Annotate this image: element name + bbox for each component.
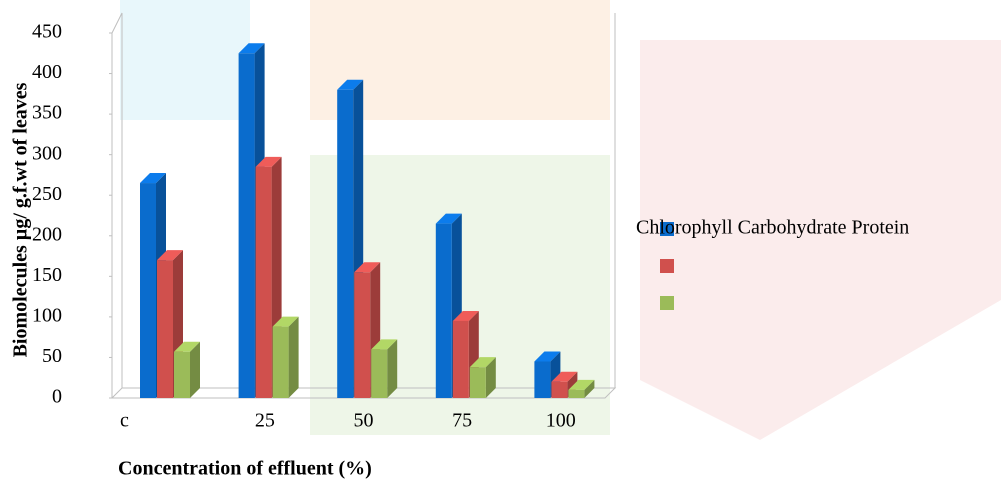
x-tick-label: c — [120, 410, 129, 432]
y-tick-label: 300 — [32, 142, 62, 164]
bar-side — [387, 339, 397, 398]
x-tick-label: 25 — [255, 410, 275, 432]
bar — [371, 349, 387, 398]
legend-label: Protein — [852, 217, 910, 239]
bar — [239, 53, 255, 398]
chart: Biomolecules µg/ g.f.wt of leaves Concen… — [0, 0, 1001, 484]
bar — [256, 167, 272, 398]
legend-swatch — [660, 259, 674, 273]
x-tick-label: 100 — [546, 410, 576, 432]
x-axis-title: Concentration of effluent (%) — [118, 458, 372, 480]
y-axis-title: Biomolecules µg/ g.f.wt of leaves — [10, 82, 32, 357]
bar — [337, 90, 353, 398]
bar — [273, 327, 289, 398]
bar — [354, 272, 370, 398]
bar — [140, 183, 156, 398]
bar — [157, 260, 173, 398]
bar — [453, 321, 469, 398]
bar — [534, 362, 550, 399]
y-tick-label: 200 — [32, 223, 62, 245]
bar-side — [289, 317, 299, 398]
bar — [436, 224, 452, 398]
bar — [568, 390, 584, 398]
legend-swatch — [660, 296, 674, 310]
x-tick-label: 75 — [452, 410, 472, 432]
y-tick-label: 100 — [32, 304, 62, 326]
legend-label: Chlorophyll — [636, 217, 733, 239]
y-tick-label: 350 — [32, 102, 62, 124]
bar — [551, 382, 567, 398]
watermark — [640, 40, 1001, 440]
y-tick-label: 150 — [32, 264, 62, 286]
legend-label: Carbohydrate — [738, 217, 847, 239]
y-tick-label: 0 — [52, 386, 62, 408]
bar — [174, 352, 190, 398]
x-tick-label: 50 — [354, 410, 374, 432]
y-tick-label: 250 — [32, 183, 62, 205]
y-tick-label: 450 — [32, 21, 62, 43]
watermark — [120, 0, 250, 120]
bar — [470, 367, 486, 398]
y-tick-label: 400 — [32, 61, 62, 83]
y-tick-label: 50 — [42, 345, 62, 367]
